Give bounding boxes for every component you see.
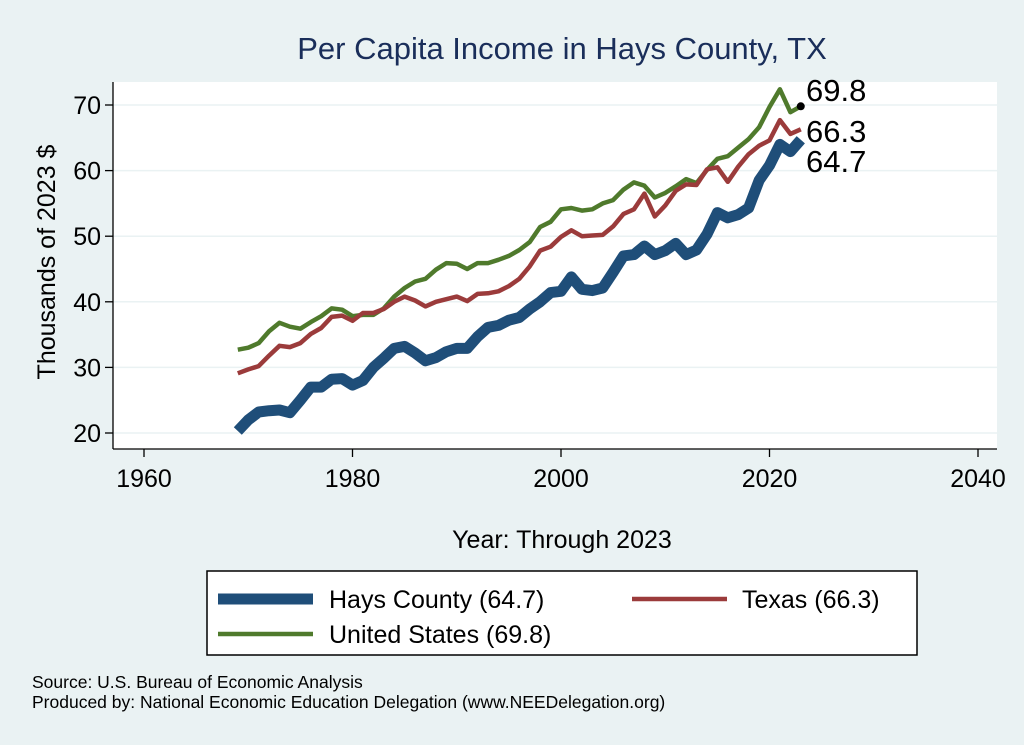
series-line-1 [237,117,802,376]
x-axis-label: Year: Through 2023 [452,526,672,554]
x-tick-label: 2020 [742,465,798,493]
series-line-0 [233,136,805,435]
y-tick-label: 30 [73,354,101,382]
end-value-label: 64.7 [806,144,866,179]
y-tick-label: 20 [73,420,101,448]
end-value-label: 69.8 [806,73,866,108]
y-tick-label: 60 [73,158,101,186]
producer-note: Produced by: National Economic Education… [32,692,666,712]
legend-label: Texas (66.3) [742,586,880,614]
legend: Hays County (64.7) Texas (66.3) United Sta… [206,570,918,656]
legend-label: United States (69.8) [329,621,551,649]
y-tick-label: 70 [73,92,101,120]
plot-area [113,82,997,449]
end-marker [796,102,805,111]
y-axis-label: Thousands of 2023 $ [33,144,61,379]
x-tick-label: 1960 [116,465,172,493]
axes: 20 30 40 50 60 70 1960 1980 2000 2020 2040 [73,82,1006,493]
series-lines [233,87,805,435]
y-tick-label: 40 [73,289,101,317]
end-value-label: 66.3 [806,114,866,149]
end-value-labels: 69.8 66.364.7 [796,73,866,179]
x-tick-label: 2040 [950,465,1006,493]
source-note: Source: U.S. Bureau of Economic Analysis [32,672,363,692]
x-tick-label: 1980 [325,465,381,493]
chart-title: Per Capita Income in Hays County, TX [297,31,827,66]
x-tick-label: 2000 [533,465,589,493]
y-tick-label: 50 [73,223,101,251]
legend-label: Hays County (64.7) [329,586,544,614]
